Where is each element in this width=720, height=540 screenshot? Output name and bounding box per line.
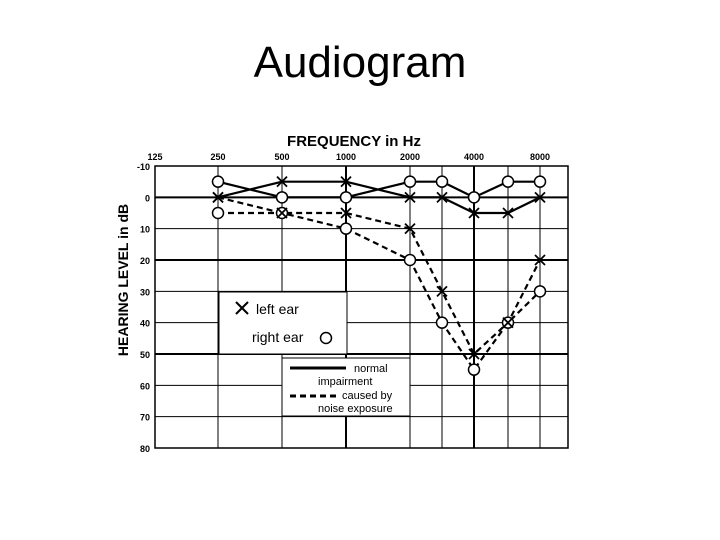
legend-normal: normal: [354, 363, 388, 375]
right-ear-marker: [403, 253, 417, 267]
legend-circle-icon: [319, 331, 333, 345]
legend-impairment-1: impairment: [318, 376, 372, 388]
y-tick-label: 50: [140, 350, 150, 360]
legend-left-ear: left ear: [256, 301, 299, 317]
y-tick-label: 20: [140, 256, 150, 266]
x-axis-title: FREQUENCY in Hz: [287, 133, 421, 150]
right-ear-marker: [467, 191, 481, 204]
y-tick-label: -10: [137, 162, 150, 172]
x-tick-label: 125: [147, 152, 162, 162]
x-tick-label: 250: [210, 152, 225, 162]
left-ear-marker: [468, 207, 480, 219]
legend-x-icon: [235, 301, 249, 315]
left-ear-marker: [502, 207, 514, 219]
right-ear-marker: [275, 191, 289, 204]
y-tick-label: 0: [145, 193, 150, 203]
left-ear-marker: [340, 176, 352, 188]
left-ear-marker: [276, 207, 288, 219]
y-tick-label: 60: [140, 381, 150, 391]
right-ear-marker: [339, 222, 353, 235]
right-ear-marker: [467, 363, 481, 376]
x-tick-label: 4000: [464, 152, 484, 162]
left-ear-marker: [502, 317, 514, 329]
legend-impairment-2: caused by: [342, 390, 393, 402]
left-ear-marker: [534, 254, 546, 266]
right-ear-marker: [339, 191, 353, 204]
y-axis-title: HEARING LEVEL in dB: [115, 204, 131, 356]
x-tick-label: 1000: [336, 152, 356, 162]
y-tick-label: 40: [140, 319, 150, 329]
legend-right-ear: right ear: [252, 329, 304, 345]
right-ear-marker: [211, 206, 225, 220]
y-tick-label: 70: [140, 413, 150, 423]
right-ear-marker: [533, 175, 547, 188]
y-axis-ticks: -10 0 10 20 30 40 50 60 70 80: [137, 162, 150, 454]
right-ear-marker: [533, 285, 547, 298]
x-tick-label: 2000: [400, 152, 420, 162]
chart-markers: [211, 175, 547, 376]
right-ear-marker: [211, 175, 225, 188]
right-ear-marker: [501, 175, 515, 188]
x-tick-label: 8000: [530, 152, 550, 162]
y-tick-label: 10: [140, 225, 150, 235]
left-ear-marker: [404, 223, 416, 235]
y-tick-label: 30: [140, 287, 150, 297]
right-ear-marker: [435, 316, 449, 329]
left-ear-marker: [276, 176, 288, 188]
y-tick-label: 80: [140, 444, 150, 454]
legend-ears: left ear right ear: [218, 291, 348, 355]
left-ear-marker: [436, 191, 448, 203]
left-ear-marker: [534, 191, 546, 203]
legend-lines: normal impairment caused by noise exposu…: [281, 357, 411, 417]
left-ear-marker: [468, 348, 480, 360]
right-ear-marker: [403, 175, 417, 188]
left-ear-marker: [404, 191, 416, 203]
series-right-dashed: [218, 211, 541, 371]
slide-title: Audiogram: [253, 38, 467, 87]
right-ear-marker: [435, 175, 449, 188]
series-left-dashed: [217, 196, 541, 356]
left-ear-marker: [340, 207, 352, 219]
legend-impairment-3: noise exposure: [318, 403, 393, 415]
left-ear-marker: [212, 191, 224, 203]
series-left-solid: [217, 180, 541, 215]
x-axis-ticks: 125 250 500 1000 2000 4000 8000: [147, 152, 550, 162]
x-tick-label: 500: [274, 152, 289, 162]
left-ear-marker: [436, 285, 448, 297]
